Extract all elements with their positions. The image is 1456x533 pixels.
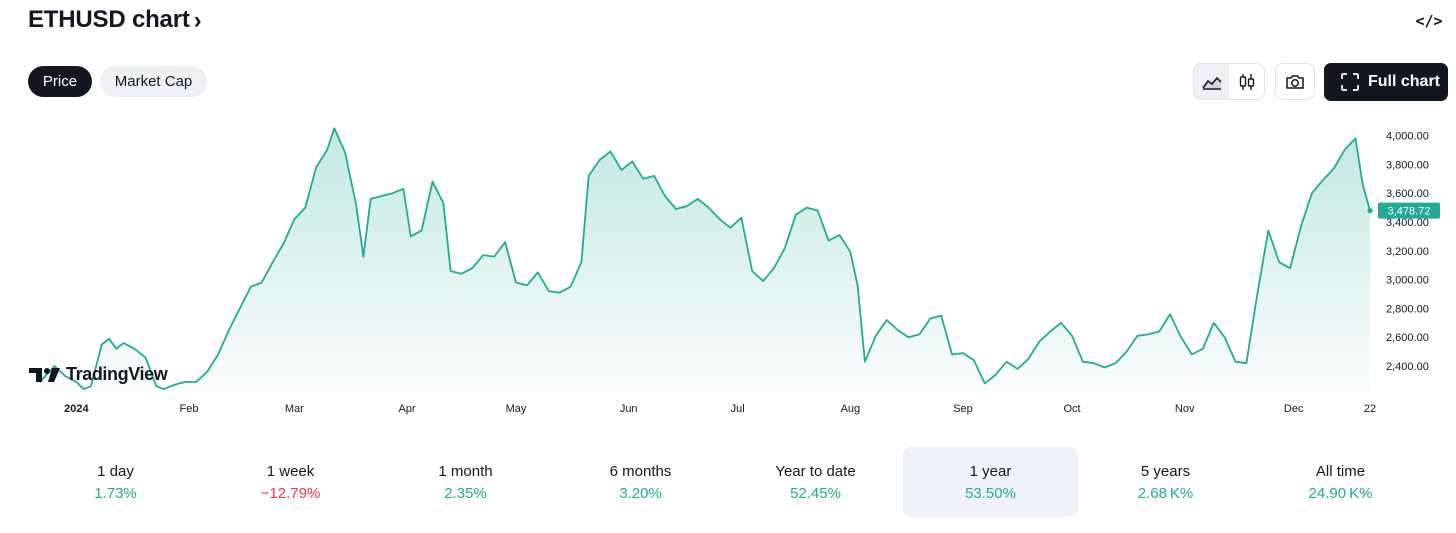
performance-ranges: 1 day 1.73% 1 week −12.79% 1 month 2.35% 6 mon… xyxy=(28,447,1428,517)
range-label: 1 week xyxy=(266,462,315,480)
y-tick-label: 3,200.00 xyxy=(1386,246,1429,258)
range-5-years[interactable]: 5 years 2.68 K% xyxy=(1078,447,1253,517)
chart-title-text: ETHUSD chart xyxy=(28,6,190,33)
range-all-time[interactable]: All time 24.90 K% xyxy=(1253,447,1428,517)
chart-title[interactable]: ETHUSD chart › xyxy=(28,6,202,34)
x-tick-label: Dec xyxy=(1284,403,1304,415)
range-change-value: 1.73% xyxy=(94,484,137,502)
y-tick-label: 4,000.00 xyxy=(1386,131,1429,143)
x-tick-label: Feb xyxy=(180,403,199,415)
candle-chart-button[interactable] xyxy=(1229,64,1264,99)
range-year-to-date[interactable]: Year to date 52.45% xyxy=(728,447,903,517)
y-tick-label: 2,400.00 xyxy=(1386,361,1429,373)
range-change-value: 2.68 K% xyxy=(1137,484,1194,502)
range-label: All time xyxy=(1315,462,1366,480)
y-tick-label: 3,400.00 xyxy=(1386,217,1429,229)
snapshot-button[interactable] xyxy=(1275,63,1315,100)
range-change-value: 52.45% xyxy=(790,484,841,502)
range-1-month[interactable]: 1 month 2.35% xyxy=(378,447,553,517)
range-label: 1 day xyxy=(97,462,134,480)
chevron-right-icon: › xyxy=(193,7,202,34)
price-toggle[interactable]: Price xyxy=(28,66,92,97)
price-area-fill xyxy=(40,128,1370,393)
embed-code-icon[interactable]: </> xyxy=(1415,12,1443,30)
range-label: 6 months xyxy=(609,462,672,480)
range-label: 5 years xyxy=(1140,462,1191,480)
y-tick-label: 3,600.00 xyxy=(1386,188,1429,200)
tradingview-logo-text: TradingView xyxy=(66,364,168,384)
last-price-badge xyxy=(1378,202,1440,219)
tradingview-logo: TradingView xyxy=(28,364,168,385)
tradingview-logo-icon xyxy=(29,367,60,382)
range-change-value: 24.90 K% xyxy=(1308,484,1373,502)
x-tick-label: Oct xyxy=(1063,403,1080,415)
range-1-year[interactable]: 1 year 53.50% xyxy=(903,447,1078,517)
x-tick-label: Sep xyxy=(953,403,973,415)
full-chart-button[interactable]: Full chart xyxy=(1324,63,1448,101)
camera-icon xyxy=(1286,74,1304,89)
y-tick-label: 2,600.00 xyxy=(1386,332,1429,344)
area-chart-button[interactable] xyxy=(1194,64,1229,99)
range-change-value: −12.79% xyxy=(260,484,321,502)
range-change-value: 53.50% xyxy=(965,484,1016,502)
fullscreen-icon xyxy=(1341,73,1359,91)
y-tick-label: 3,800.00 xyxy=(1386,159,1429,171)
last-price-label: 3,478.72 xyxy=(1388,206,1431,218)
price-series-line xyxy=(39,127,1371,390)
candles-icon xyxy=(1239,73,1254,90)
range-1-day[interactable]: 1 day 1.73% xyxy=(28,447,203,517)
range-1-week[interactable]: 1 week −12.79% xyxy=(203,447,378,517)
range-label: 1 year xyxy=(969,462,1012,480)
price-chart[interactable]: 2,400.00 2,600.00 2,800.00 3,000.00 3,200.00… xyxy=(0,110,1456,420)
full-chart-label: Full chart xyxy=(1368,73,1441,90)
range-change-value: 3.20% xyxy=(619,484,662,502)
area-chart-icon xyxy=(1201,76,1222,90)
y-tick-label: 3,000.00 xyxy=(1386,275,1429,287)
x-tick-label: 22 xyxy=(1364,403,1376,415)
x-tick-label: Jul xyxy=(731,403,745,415)
x-tick-label: Nov xyxy=(1175,403,1195,415)
x-tick-label: Apr xyxy=(398,403,415,415)
range-change-value: 2.35% xyxy=(444,484,487,502)
range-6-months[interactable]: 6 months 3.20% xyxy=(553,447,728,517)
x-tick-label: Aug xyxy=(841,403,861,415)
x-tick-label: 2024 xyxy=(64,403,89,415)
x-tick-label: May xyxy=(506,403,527,415)
x-tick-label: Jun xyxy=(620,403,638,415)
x-tick-label: Mar xyxy=(285,403,304,415)
market-cap-toggle[interactable]: Market Cap xyxy=(100,66,207,97)
range-label: 1 month xyxy=(438,462,493,480)
range-label: Year to date xyxy=(775,462,856,480)
chart-type-switch xyxy=(1193,63,1265,100)
last-price-point xyxy=(1367,208,1373,214)
y-tick-label: 2,800.00 xyxy=(1386,303,1429,315)
